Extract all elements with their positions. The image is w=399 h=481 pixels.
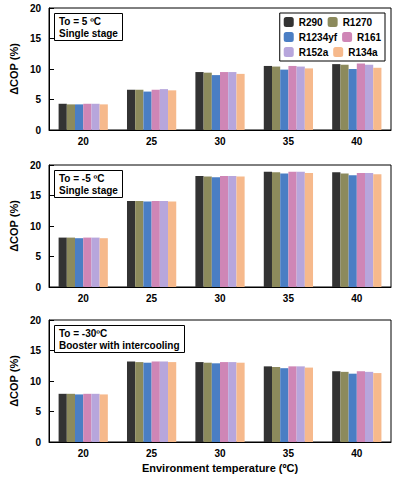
svg-text:R1234yf: R1234yf [299, 32, 338, 43]
svg-text:30: 30 [214, 293, 226, 304]
svg-text:15: 15 [30, 33, 42, 44]
svg-text:20: 20 [78, 293, 90, 304]
svg-text:0: 0 [35, 437, 41, 448]
svg-text:Single stage: Single stage [59, 28, 118, 39]
svg-text:0: 0 [35, 282, 41, 293]
svg-text:20: 20 [78, 448, 90, 459]
svg-text:ΔCOP (%): ΔCOP (%) [8, 355, 20, 407]
svg-text:20: 20 [30, 315, 42, 326]
svg-text:R1270: R1270 [343, 17, 373, 28]
svg-text:25: 25 [146, 136, 158, 147]
svg-text:15: 15 [30, 190, 42, 201]
svg-text:40: 40 [351, 136, 363, 147]
svg-text:Booster with intercooling: Booster with intercooling [59, 340, 180, 351]
svg-text:ΔCOP (%): ΔCOP (%) [8, 200, 20, 252]
svg-text:R152a: R152a [299, 47, 329, 58]
svg-text:15: 15 [30, 345, 42, 356]
svg-text:20: 20 [30, 160, 42, 171]
svg-text:35: 35 [283, 448, 295, 459]
svg-text:0: 0 [35, 125, 41, 136]
svg-text:10: 10 [30, 376, 42, 387]
svg-text:25: 25 [146, 293, 158, 304]
svg-text:To = -30ºC: To = -30ºC [59, 328, 107, 339]
svg-text:25: 25 [146, 448, 158, 459]
svg-text:5: 5 [35, 406, 41, 417]
svg-text:5: 5 [35, 251, 41, 262]
svg-text:Single stage: Single stage [59, 185, 118, 196]
svg-text:Environment temperature (ºC): Environment temperature (ºC) [142, 462, 299, 474]
svg-text:To = -5 ºC: To = -5 ºC [59, 173, 104, 184]
svg-text:ΔCOP (%): ΔCOP (%) [8, 43, 20, 95]
svg-text:30: 30 [214, 448, 226, 459]
svg-text:20: 20 [30, 3, 42, 14]
svg-text:20: 20 [78, 136, 90, 147]
svg-text:10: 10 [30, 64, 42, 75]
svg-text:R290: R290 [299, 17, 323, 28]
svg-text:35: 35 [283, 136, 295, 147]
svg-text:30: 30 [214, 136, 226, 147]
svg-text:R134a: R134a [348, 47, 378, 58]
svg-text:10: 10 [30, 221, 42, 232]
svg-text:5: 5 [35, 94, 41, 105]
svg-text:To = 5 ºC: To = 5 ºC [59, 16, 101, 27]
svg-text:40: 40 [351, 293, 363, 304]
svg-text:40: 40 [351, 448, 363, 459]
svg-text:35: 35 [283, 293, 295, 304]
svg-text:R161: R161 [357, 32, 381, 43]
